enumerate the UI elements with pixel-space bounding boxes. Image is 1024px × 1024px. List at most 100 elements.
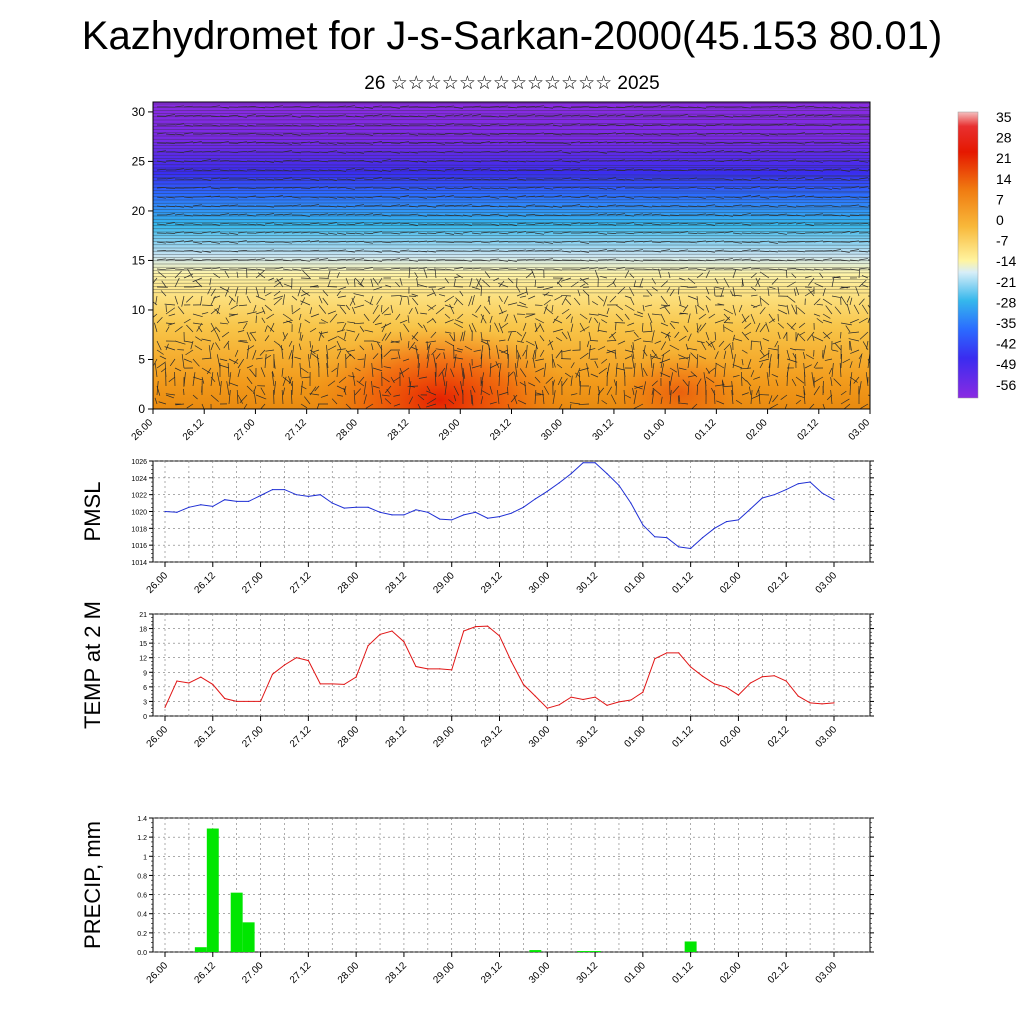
wind-barb xyxy=(790,322,797,329)
wind-barb xyxy=(390,196,400,199)
wind-barb xyxy=(687,354,691,369)
wind-barb xyxy=(228,204,238,207)
wind-barb xyxy=(771,277,779,285)
wind-barb xyxy=(227,342,230,351)
wind-barb xyxy=(859,331,869,340)
wind-barb xyxy=(867,124,870,126)
wind-barb xyxy=(498,150,508,153)
wind-barb xyxy=(356,380,365,387)
wind-barb xyxy=(759,307,766,315)
wind-barb xyxy=(498,391,509,396)
wind-barb xyxy=(535,318,545,324)
wind-barb xyxy=(597,249,607,252)
wind-barb xyxy=(444,177,454,180)
wind-barb xyxy=(336,151,346,154)
wind-barb xyxy=(768,318,776,324)
wind-barb xyxy=(525,214,536,216)
wind-barb xyxy=(843,403,851,409)
wind-barb xyxy=(318,331,325,338)
wind-barb xyxy=(723,350,727,360)
wind-barb xyxy=(471,267,481,270)
wind-barb xyxy=(255,310,265,315)
series-point xyxy=(713,527,716,529)
wind-barb xyxy=(752,304,761,309)
wind-barb xyxy=(215,342,221,351)
series-point xyxy=(666,536,668,539)
wind-barb xyxy=(299,313,302,321)
wind-barb xyxy=(696,196,706,199)
wind-barb xyxy=(830,377,833,387)
wind-barb xyxy=(687,205,698,207)
wind-barb xyxy=(408,396,414,405)
series-point xyxy=(427,668,429,670)
wind-barb xyxy=(768,241,778,244)
wind-barb xyxy=(408,341,416,351)
wind-barb xyxy=(687,241,697,244)
wind-barb xyxy=(462,367,466,379)
wind-barb xyxy=(544,307,554,315)
series-point xyxy=(259,494,262,497)
wind-barb xyxy=(471,322,477,333)
wind-barb xyxy=(651,241,662,243)
wind-barb xyxy=(201,258,211,261)
wind-barb xyxy=(750,259,760,262)
wind-barb xyxy=(521,331,527,342)
x-tick-label: 27.12 xyxy=(288,960,314,986)
wind-barb xyxy=(525,114,535,117)
wind-barb xyxy=(606,213,616,216)
wind-barb xyxy=(822,231,832,234)
wind-barb xyxy=(408,381,412,396)
wind-barb xyxy=(448,399,455,405)
wind-barb xyxy=(552,159,562,162)
wind-barb xyxy=(417,322,423,329)
wind-barb xyxy=(309,240,319,243)
wind-barb xyxy=(678,205,688,208)
wind-barb xyxy=(858,223,869,225)
wind-barb xyxy=(291,308,301,315)
wind-barb xyxy=(381,323,387,333)
wind-barb xyxy=(417,168,428,171)
wind-barb xyxy=(723,205,733,208)
wind-barb xyxy=(200,295,203,305)
wind-barb xyxy=(589,340,599,342)
wind-barb xyxy=(291,204,301,207)
wind-barb xyxy=(670,321,680,324)
wind-barb xyxy=(588,178,599,180)
wind-barb xyxy=(192,223,202,226)
heatmap-x-tick-label: 01.00 xyxy=(642,417,668,443)
wind-barb xyxy=(282,114,292,117)
wind-barb xyxy=(310,313,320,318)
wind-barb xyxy=(588,386,591,396)
wind-barb xyxy=(750,195,760,198)
series-point xyxy=(737,519,740,521)
wind-barb xyxy=(714,196,724,199)
wind-barb xyxy=(156,361,166,369)
wind-barb xyxy=(759,349,765,357)
wind-barb xyxy=(552,249,562,252)
wind-barb xyxy=(714,286,723,290)
wind-barb xyxy=(615,204,625,207)
x-tick-label: 27.00 xyxy=(240,960,266,986)
wind-barb xyxy=(345,105,355,108)
wind-barb xyxy=(153,358,158,366)
wind-barb xyxy=(555,349,563,359)
wind-barb xyxy=(785,270,788,279)
wind-barb xyxy=(552,186,562,189)
wind-barb xyxy=(444,241,455,243)
wind-barb xyxy=(408,267,411,279)
wind-barb xyxy=(480,241,490,244)
wind-barb xyxy=(336,350,342,360)
wind-barb xyxy=(588,317,592,324)
series-point xyxy=(690,547,692,550)
wind-barb xyxy=(767,287,770,297)
wind-barb xyxy=(489,196,499,199)
wind-barb xyxy=(741,267,751,270)
wind-barb xyxy=(624,349,634,353)
wind-barb xyxy=(672,385,680,394)
x-tick-label: 28.12 xyxy=(384,724,410,750)
wind-barb xyxy=(651,349,658,358)
wind-barb xyxy=(732,214,743,216)
wind-barb xyxy=(435,223,445,226)
wind-barb xyxy=(255,394,267,400)
wind-barb xyxy=(461,363,464,378)
